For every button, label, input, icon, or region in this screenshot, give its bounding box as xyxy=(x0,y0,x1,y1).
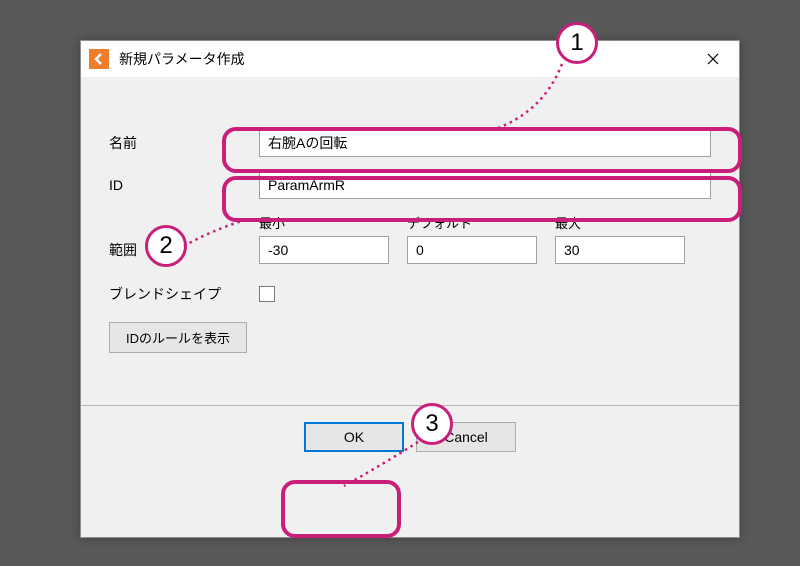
name-input[interactable] xyxy=(259,129,711,157)
window-title: 新規パラメータ作成 xyxy=(119,49,691,69)
app-icon xyxy=(89,49,109,69)
name-row: 名前 xyxy=(109,129,711,157)
button-row: OK Cancel xyxy=(81,406,739,468)
default-group: デフォルト xyxy=(407,213,537,264)
id-rule-button[interactable]: IDのルールを表示 xyxy=(109,322,247,353)
id-input[interactable] xyxy=(259,171,711,199)
close-icon xyxy=(707,53,719,65)
blendshape-checkbox[interactable] xyxy=(259,286,275,302)
max-group: 最大 xyxy=(555,213,685,264)
blendshape-label: ブレンドシェイプ xyxy=(109,284,259,304)
range-group: 最小 デフォルト 最大 xyxy=(259,213,685,264)
name-label: 名前 xyxy=(109,133,259,153)
max-label: 最大 xyxy=(555,213,685,232)
min-input[interactable] xyxy=(259,236,389,264)
dialog-body: 名前 ID 範囲 最小 デフォルト 最大 xyxy=(81,77,739,377)
close-button[interactable] xyxy=(691,43,735,75)
max-input[interactable] xyxy=(555,236,685,264)
min-group: 最小 xyxy=(259,213,389,264)
default-input[interactable] xyxy=(407,236,537,264)
ok-button[interactable]: OK xyxy=(304,422,404,452)
blendshape-row: ブレンドシェイプ xyxy=(109,284,711,304)
titlebar: 新規パラメータ作成 xyxy=(81,41,739,77)
min-label: 最小 xyxy=(259,213,389,232)
cancel-button[interactable]: Cancel xyxy=(416,422,516,452)
id-rule-row: IDのルールを表示 xyxy=(109,322,711,353)
default-label: デフォルト xyxy=(407,213,537,232)
id-row: ID xyxy=(109,171,711,199)
id-label: ID xyxy=(109,177,259,193)
range-row: 範囲 最小 デフォルト 最大 xyxy=(109,213,711,264)
dialog-window: 新規パラメータ作成 名前 ID 範囲 最小 デフォルト xyxy=(80,40,740,538)
range-label: 範囲 xyxy=(109,240,259,264)
